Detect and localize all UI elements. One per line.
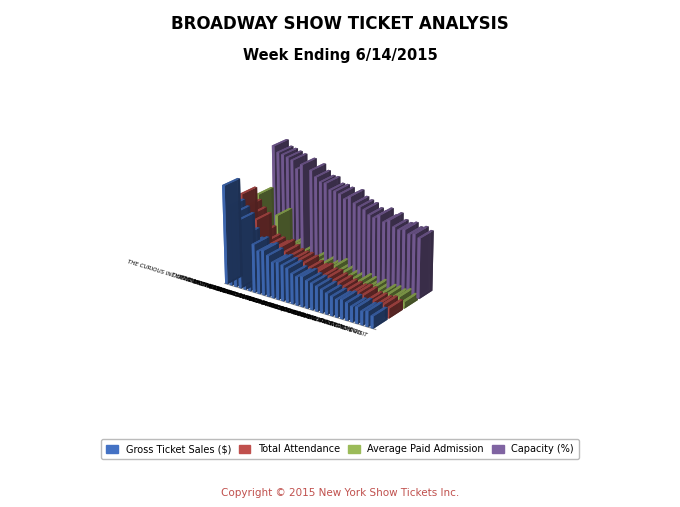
Text: Week Ending 6/14/2015: Week Ending 6/14/2015 bbox=[243, 48, 437, 63]
Legend: Gross Ticket Sales ($), Total Attendance, Average Paid Admission, Capacity (%): Gross Ticket Sales ($), Total Attendance… bbox=[101, 440, 579, 459]
Text: BROADWAY SHOW TICKET ANALYSIS: BROADWAY SHOW TICKET ANALYSIS bbox=[171, 15, 509, 33]
Text: Copyright © 2015 New York Show Tickets Inc.: Copyright © 2015 New York Show Tickets I… bbox=[221, 488, 459, 498]
